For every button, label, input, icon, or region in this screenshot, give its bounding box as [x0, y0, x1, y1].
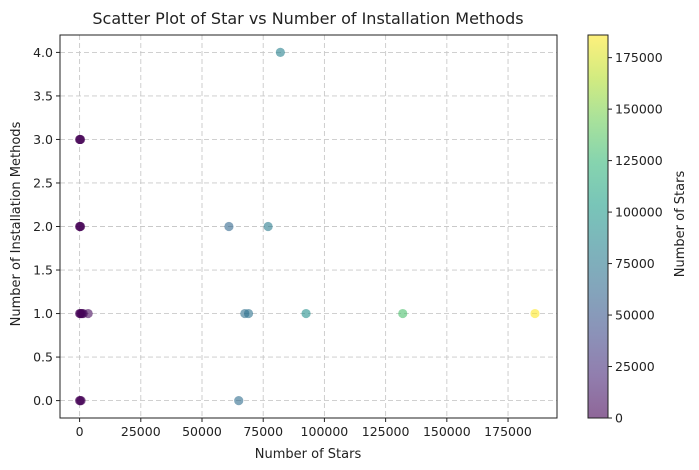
data-point [275, 47, 285, 58]
colorbar-tick-label: 100000 [615, 205, 663, 220]
y-tick-label: 0.5 [33, 350, 53, 365]
y-tick-label: 2.0 [33, 219, 53, 234]
axes: 0 25000 50000 75000 100000 125000 150000 175000… [33, 34, 558, 439]
data-point [301, 308, 311, 319]
plot-frame [59, 34, 558, 419]
y-tick-label: 4.0 [33, 45, 53, 60]
x-tick-label: 0 [76, 424, 84, 439]
data-point [263, 221, 273, 232]
data-point [76, 395, 86, 406]
colorbar: 0 25000 50000 75000 100000 125000 150000 175000 [587, 34, 663, 426]
data-point [224, 221, 234, 232]
x-tick-label: 75000 [243, 424, 283, 439]
data-point [398, 308, 408, 319]
y-tick-label: 3.0 [33, 132, 53, 147]
x-tick-label: 125000 [362, 424, 410, 439]
colorbar-frame [587, 34, 609, 419]
x-tick-label: 150000 [423, 424, 471, 439]
colorbar-gradient [588, 35, 608, 418]
colorbar-tick-label: 25000 [615, 359, 655, 374]
y-tick-label: 1.0 [33, 306, 53, 321]
colorbar-tick-label: 150000 [615, 102, 663, 117]
y-tick-label: 1.5 [33, 263, 53, 278]
y-tick-label: 3.5 [33, 88, 53, 103]
x-tick-label: 175000 [484, 424, 532, 439]
colorbar-tick-label: 75000 [615, 256, 655, 271]
colorbar-tick-label: 125000 [615, 153, 663, 168]
chart-title: Scatter Plot of Star vs Number of Instal… [92, 9, 523, 28]
data-point [234, 395, 244, 406]
data-point [530, 308, 540, 319]
colorbar-tick-label: 175000 [615, 50, 663, 65]
y-tick-label: 0.0 [33, 393, 53, 408]
x-axis-title: Number of Stars [255, 447, 362, 462]
colorbar-tick-label: 0 [615, 411, 623, 426]
points [74, 47, 540, 406]
x-tick-label: 50000 [182, 424, 222, 439]
data-point [83, 308, 93, 319]
x-tick-label: 25000 [121, 424, 161, 439]
data-point [243, 308, 254, 319]
x-tick-label: 100000 [301, 424, 349, 439]
grid [60, 35, 557, 418]
y-axis-title: Number of Installation Methods [9, 121, 24, 326]
data-point [75, 221, 86, 232]
data-point [75, 134, 86, 145]
colorbar-tick-label: 50000 [615, 308, 655, 323]
y-tick-label: 2.5 [33, 175, 53, 190]
colorbar-title: Number of Stars [673, 171, 688, 278]
